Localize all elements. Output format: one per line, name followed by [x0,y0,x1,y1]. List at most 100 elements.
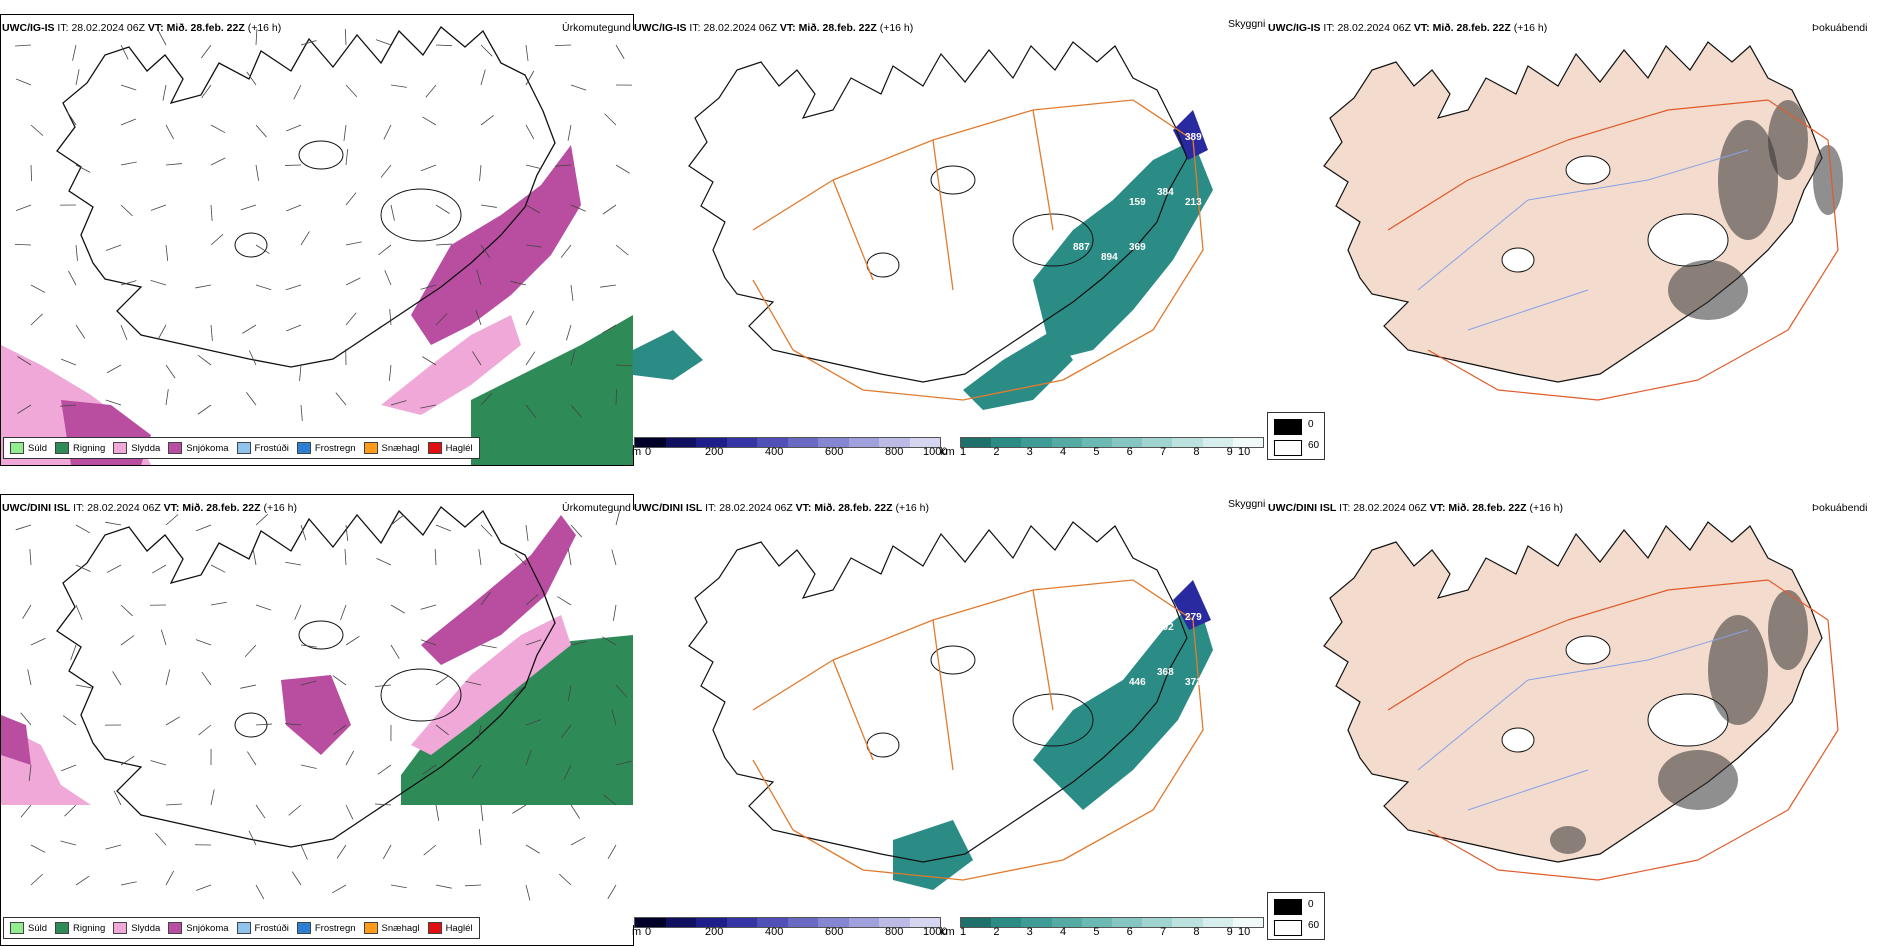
wind-barb [525,719,542,726]
wind-barb [563,764,572,780]
wind-barb [75,244,78,261]
wind-barb [435,44,453,47]
visibility-value-label: 446 [1129,677,1146,688]
road [1497,869,1599,881]
wind-barb [16,78,32,86]
wind-barb [615,760,632,766]
wind-barb [480,591,491,606]
legend-sleet: Slydda [131,442,161,454]
field-name: Skyggni [1228,18,1266,30]
visibility-value-label: 389 [1185,132,1202,143]
wind-barb [420,604,437,610]
wind-barb [210,564,226,573]
wind-barb [422,116,437,126]
wind-barb [210,601,227,606]
wind-barb [20,804,32,818]
wind-barb [300,231,310,246]
visibility-value-label: 384 [1157,187,1174,198]
road [1132,579,1194,621]
wind-barb [255,884,265,900]
road [1387,659,1469,711]
road [752,759,794,831]
wind-barb [210,324,213,341]
coastline [688,41,1188,383]
wind-barb [480,69,486,86]
panel-header: UWC/IG-IS IT: 28.02.2024 06Z VT: Mið. 28… [2,22,282,34]
wind-barb [255,124,267,138]
wind-barb [255,723,272,726]
wind-barb [388,364,392,381]
wind-barb [525,884,531,901]
wind-barb [570,524,582,538]
fog-area [1813,145,1843,215]
wind-barb [300,404,303,421]
road [1032,579,1134,591]
very-low-visibility-area [1173,110,1208,160]
visibility-value-label: 78 [1101,142,1113,153]
glacier-outline [380,188,462,242]
wind-barb [210,157,226,166]
wind-barb [480,393,493,406]
visibility-value-label: 368 [1157,667,1174,678]
panel-header: UWC/DINI ISL IT: 28.02.2024 06Z VT: Mið.… [1268,502,1564,514]
wind-barb [106,564,122,573]
wind-barb [480,204,497,208]
wind-barb [246,71,257,86]
wind-barb [14,243,32,246]
colorbar-tick-m: 200 [705,446,724,458]
wind-barb [615,364,632,367]
wind-barb [525,204,541,214]
wind-barb [525,244,542,248]
wind-barb [435,675,450,686]
wind-barb [158,30,167,46]
wind-barb [30,164,33,182]
wind-barb [255,804,266,819]
legend-frozen-drizzle: Frostúði [254,442,289,454]
wind-barb [210,789,215,806]
low-visibility-area [1033,600,1213,810]
wind-barb [555,164,572,167]
fog-legend: 0 60 [1267,412,1325,460]
wind-barb [286,324,302,332]
wind-barb [165,124,175,140]
road [1032,99,1134,111]
field-name: Úrkomutegund [562,502,631,514]
wind-barb [512,804,527,814]
visibility-colorbar-km [960,437,1264,448]
wind-barb [300,40,317,46]
wind-barb [560,244,572,258]
glacier-outline [1647,213,1729,267]
colorbar-unit-km: km [940,926,955,938]
wind-barb [425,84,437,98]
legend-snow-grains: Snæhagl [381,442,420,454]
road [832,659,874,761]
wind-barb [611,709,617,726]
wind-barb [120,755,135,766]
wind-barb [420,404,437,409]
wind-barb [30,873,44,886]
wind-barb [480,114,494,126]
wind-barb [30,313,43,326]
road [1192,139,1204,251]
wind-barb [300,844,308,860]
wind-barb [420,639,437,646]
wind-barb [20,712,32,726]
wind-barb [345,84,358,98]
wind-barb [22,604,32,619]
precip-type-panel-bottom: Súld Rigning Slydda Snjókoma Frostúði Fr… [0,494,634,946]
wind-barb [210,234,224,246]
wind-barb [525,524,529,541]
road [1667,579,1769,591]
legend-drizzle: Súld [28,442,48,454]
fog-index-panel-top [1268,30,1900,460]
wind-barb [197,404,212,415]
wind-barb [602,324,617,334]
visibility-value-label: 189 [1129,132,1146,143]
visibility-value-label: 371 [1185,677,1202,688]
wind-barb [105,521,122,526]
wind-barb [435,524,452,532]
fog-area [1668,260,1748,320]
colorbar-tick-km: 10 [1238,926,1251,938]
wind-barb [286,124,302,132]
wind-barb [155,832,167,846]
